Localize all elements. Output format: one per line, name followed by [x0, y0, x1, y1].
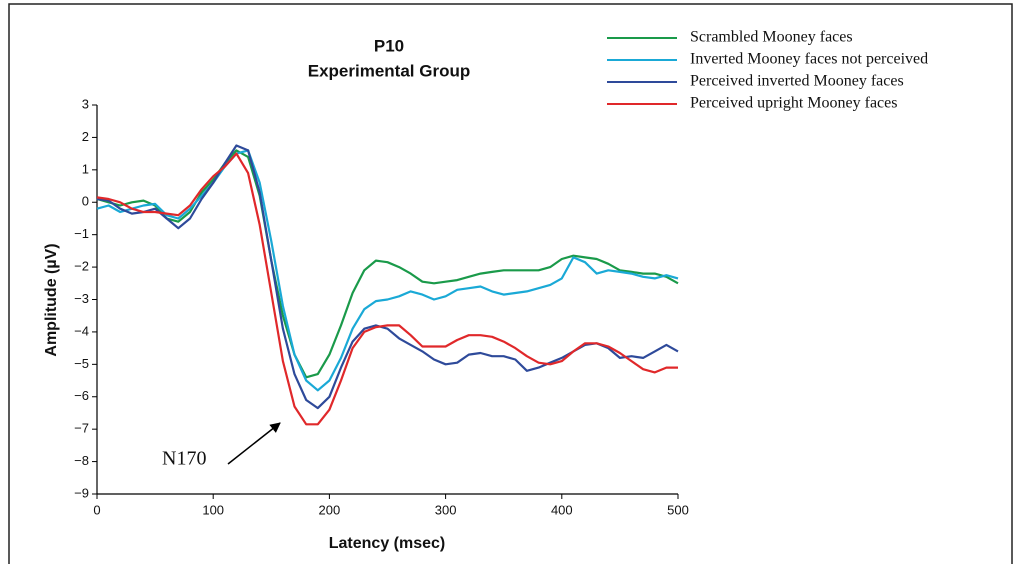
y-tick-label: 2 — [82, 129, 89, 144]
series-line — [96, 152, 678, 426]
x-tick-label: 500 — [667, 502, 689, 517]
annotation-arrow — [227, 422, 281, 465]
y-tick-label: −4 — [74, 323, 89, 338]
chart-title: P10 — [374, 36, 404, 55]
x-tick-label: 400 — [551, 502, 573, 517]
legend-label: Perceived inverted Mooney faces — [690, 73, 904, 90]
legend-label: Inverted Mooney faces not perceived — [690, 51, 928, 68]
legend-label: Perceived upright Mooney faces — [690, 95, 897, 112]
x-axis-label: Latency (msec) — [329, 535, 446, 552]
x-tick-label: 0 — [93, 502, 100, 517]
x-tick-label: 300 — [435, 502, 457, 517]
y-tick-label: −1 — [74, 226, 89, 241]
y-tick-label: 3 — [82, 96, 89, 111]
legend-label: Scrambled Mooney faces — [690, 29, 853, 46]
y-tick-label: 1 — [82, 161, 89, 176]
y-tick-label: −9 — [74, 485, 89, 500]
annotation: N170 — [162, 448, 206, 470]
y-tick-label: −2 — [74, 259, 89, 274]
series-line — [96, 144, 679, 410]
x-tick-label: 200 — [319, 502, 341, 517]
series-line — [96, 149, 679, 392]
chart-subtitle: Experimental Group — [308, 61, 470, 80]
y-tick-label: −5 — [74, 356, 89, 371]
y-axis-label: Amplitude (µV) — [43, 243, 60, 356]
y-tick-label: −3 — [74, 291, 89, 306]
y-tick-label: −7 — [74, 421, 89, 436]
x-tick-label: 100 — [202, 502, 224, 517]
y-tick-label: 0 — [82, 194, 89, 209]
y-tick-label: −8 — [74, 453, 89, 468]
frame — [8, 3, 1013, 564]
y-tick-label: −6 — [74, 388, 89, 403]
